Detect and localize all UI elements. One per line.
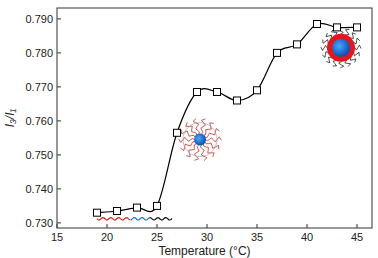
micelle-shell xyxy=(327,34,355,62)
x-tick-label: 15 xyxy=(51,231,63,243)
micelle-arm xyxy=(205,129,220,138)
data-point xyxy=(294,41,301,48)
micelle-arm xyxy=(194,145,199,160)
chart: 15 20 25 30 35 40 45 0.730 0.740 0.750 0.760 0.770 0… xyxy=(0,0,378,258)
plot-frame xyxy=(57,8,372,228)
data-point xyxy=(354,24,361,31)
series-line xyxy=(97,23,357,213)
micelle-arm xyxy=(179,137,195,142)
data-point xyxy=(314,20,321,27)
x-tick xyxy=(257,224,258,228)
x-tick xyxy=(57,224,58,228)
data-point xyxy=(154,202,161,209)
data-point xyxy=(254,87,261,94)
data-point xyxy=(194,88,201,95)
y-tick-label: 0.760 xyxy=(25,115,53,127)
data-point xyxy=(94,209,101,216)
y-tick xyxy=(57,18,61,19)
micelle-core xyxy=(194,134,206,146)
micelle xyxy=(321,28,361,68)
y-tick-label: 0.750 xyxy=(25,149,53,161)
x-tick-label: 30 xyxy=(201,231,213,243)
unimer-chain xyxy=(131,218,150,220)
x-tick-label: 35 xyxy=(251,231,263,243)
data-point xyxy=(114,207,121,214)
micelle-arm xyxy=(186,122,197,135)
micelle-core xyxy=(332,39,350,57)
x-axis-label: Temperature (°C) xyxy=(158,244,250,258)
y-axis-label: I₃/I₁ xyxy=(3,109,17,128)
data-point xyxy=(174,129,181,136)
x-tick xyxy=(307,224,308,228)
data-point xyxy=(334,24,341,31)
micelle xyxy=(179,119,222,161)
x-tick-label: 25 xyxy=(151,231,163,243)
unimer-chain xyxy=(97,218,131,220)
y-tick xyxy=(57,154,61,155)
y-tick-label: 0.780 xyxy=(25,47,53,59)
y-tick xyxy=(57,86,61,87)
micelle-arm xyxy=(205,137,221,142)
x-tick xyxy=(357,224,358,228)
data-point xyxy=(214,88,221,95)
micelle-arm xyxy=(193,119,199,135)
micelle-arm xyxy=(203,144,214,157)
micelle-arm xyxy=(201,119,206,134)
y-tick-label: 0.790 xyxy=(25,13,53,25)
micelle-arm xyxy=(180,142,195,151)
illustrations xyxy=(97,28,361,220)
y-tick-label: 0.730 xyxy=(25,217,53,229)
data-point xyxy=(234,97,241,104)
y-tick xyxy=(57,188,61,189)
x-tick xyxy=(107,224,108,228)
micelle-shell xyxy=(183,123,217,157)
x-tick xyxy=(207,224,208,228)
data-point xyxy=(274,49,281,56)
y-tick xyxy=(57,52,61,53)
x-tick xyxy=(157,224,158,228)
micelle-arm xyxy=(201,145,207,161)
x-tick-label: 45 xyxy=(351,231,363,243)
data-point xyxy=(134,204,141,211)
unimer-chain xyxy=(150,218,173,220)
y-tick xyxy=(57,222,61,223)
y-tick xyxy=(57,120,61,121)
y-tick-label: 0.740 xyxy=(25,183,53,195)
x-tick-label: 20 xyxy=(101,231,113,243)
plot-area xyxy=(94,20,361,216)
x-tick-label: 40 xyxy=(301,231,313,243)
y-tick-label: 0.770 xyxy=(25,81,53,93)
